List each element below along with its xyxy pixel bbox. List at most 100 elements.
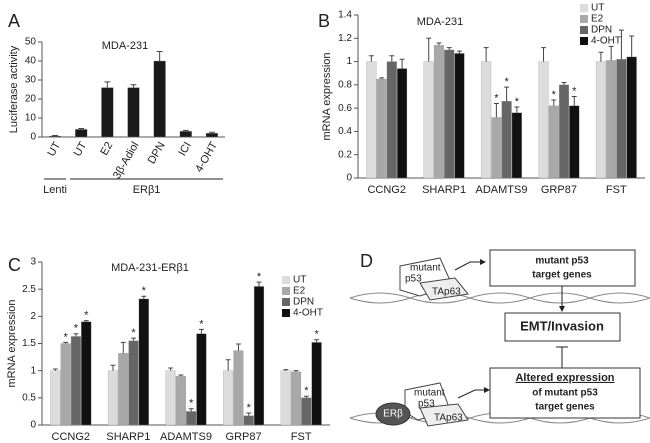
box-text: Altered expression (515, 372, 614, 384)
y-tick-label: 30 (25, 75, 37, 86)
error-bar (618, 29, 624, 60)
bar (366, 61, 377, 179)
error-bar (504, 86, 510, 102)
error-bar (110, 364, 116, 371)
significance-mark: * (131, 327, 136, 339)
significance-mark: * (142, 285, 147, 297)
bar (511, 112, 522, 179)
significance-mark: * (257, 271, 262, 283)
erb-shape (375, 402, 411, 426)
bar (301, 397, 312, 426)
x-tick-label: CCNG2 (52, 431, 91, 443)
group-label: Lenti (43, 184, 67, 196)
bar (595, 61, 606, 179)
altered-box (489, 367, 641, 419)
bar (548, 105, 559, 179)
bar (433, 45, 445, 179)
arrow (457, 389, 484, 399)
error-bar (198, 328, 204, 334)
error-bar (389, 55, 395, 62)
significance-mark: * (494, 92, 499, 104)
bar (243, 415, 254, 426)
x-tick-label: ICI (176, 140, 193, 158)
y-tick-label: 1.5 (22, 338, 36, 349)
bar (616, 59, 627, 179)
legend-swatch (282, 298, 290, 306)
error-bar (188, 408, 194, 412)
bar (491, 117, 502, 179)
complex-text: p53 (418, 399, 435, 410)
significance-mark: * (552, 89, 557, 101)
error-bar (598, 51, 604, 62)
significance-mark: * (247, 402, 252, 414)
bar (626, 56, 637, 179)
x-tick-label: ADAMTS9 (476, 184, 528, 196)
y-tick-label: 10 (25, 113, 37, 124)
significance-mark: * (572, 85, 577, 97)
error-bar (120, 341, 126, 354)
chart-title: MDA-231 (102, 40, 148, 52)
bar (118, 353, 129, 426)
bar (81, 321, 92, 426)
error-bar (446, 47, 452, 50)
complex-text: TAp63 (434, 413, 463, 424)
box-text: target genes (532, 270, 592, 281)
error-bar (131, 337, 136, 341)
legend-swatch (580, 26, 588, 34)
error-bar (178, 374, 184, 377)
y-axis-label: Luciferase activity (8, 45, 20, 133)
y-tick-label: 0 (30, 420, 36, 431)
x-tick-label: UT (45, 140, 63, 159)
y-tick-label: 0.8 (338, 79, 352, 90)
significance-mark: * (314, 329, 319, 341)
emt-box (504, 312, 621, 342)
bar (397, 68, 408, 179)
legend-swatch (580, 37, 588, 45)
x-tick-label: GRP87 (226, 431, 262, 443)
legend-swatch (580, 15, 588, 23)
error-bar (182, 129, 189, 132)
error-bar (303, 395, 309, 398)
error-bar (541, 47, 546, 62)
error-bar (571, 96, 577, 106)
chart-title: MDA-231 (417, 16, 463, 28)
y-tick-label: 50 (25, 37, 37, 48)
arrow-head (484, 387, 490, 393)
significance-mark: * (515, 96, 520, 108)
error-bar (168, 367, 174, 371)
tap63-shape (419, 403, 469, 427)
significance-mark: * (504, 76, 509, 88)
panel-letter: D (360, 251, 373, 271)
bar (138, 298, 149, 426)
x-tick-label: CCNG2 (367, 184, 406, 196)
error-bar (493, 102, 499, 118)
bar (60, 343, 71, 426)
error-bar (561, 82, 567, 85)
significance-mark: * (189, 398, 194, 410)
legend-swatch (282, 309, 290, 317)
bar (311, 342, 322, 426)
error-bar (514, 106, 520, 113)
x-tick-label: DPN (146, 140, 168, 166)
bar (606, 60, 617, 179)
bar (101, 87, 114, 138)
bar (223, 370, 234, 426)
bar (501, 101, 512, 179)
error-bar (246, 412, 252, 416)
bar (386, 61, 397, 179)
bar (423, 61, 434, 179)
y-tick-label: 40 (25, 56, 37, 67)
y-tick-label: 2 (30, 311, 36, 322)
significance-mark: * (74, 323, 79, 335)
x-tick-label: SHARP1 (106, 431, 150, 443)
x-tick-label: FST (291, 431, 312, 443)
error-bar (208, 131, 215, 134)
significance-mark: * (199, 318, 204, 330)
x-tick-label: ADAMTS9 (160, 431, 212, 443)
legend-label: E2 (293, 286, 306, 297)
x-tick-label: UT (72, 140, 90, 159)
error-bar (483, 47, 489, 62)
legend-label: E2 (591, 14, 604, 25)
x-tick-label: E2 (98, 140, 115, 158)
